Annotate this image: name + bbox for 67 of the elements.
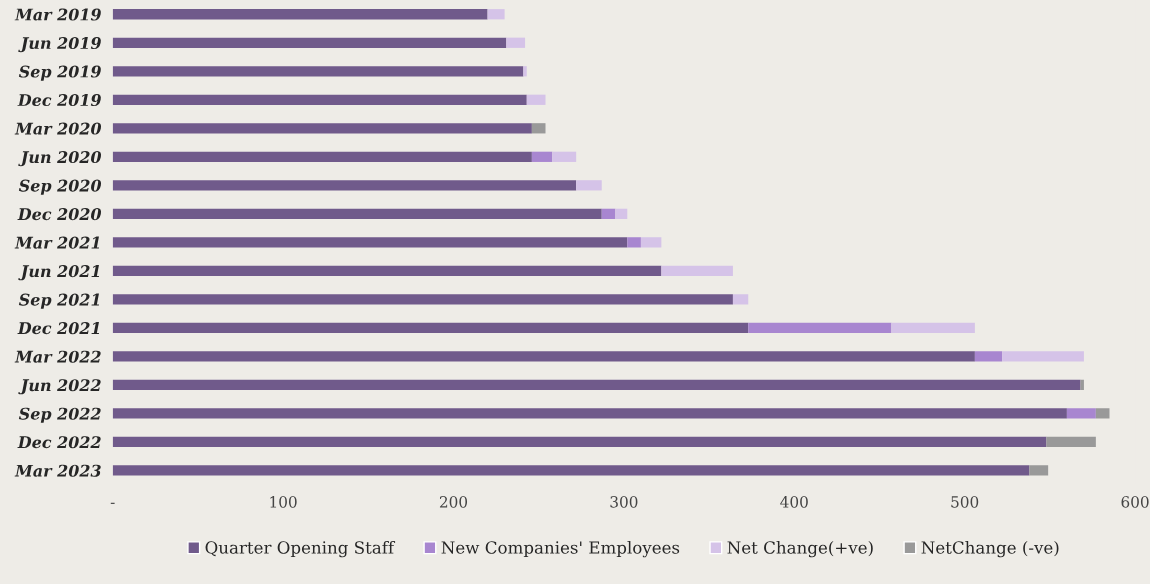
bar: [552, 151, 577, 162]
bar: [891, 322, 975, 334]
y-tick-label: Mar 2023: [14, 464, 101, 477]
bar: [506, 37, 526, 48]
y-tick-label: Mar 2020: [14, 122, 102, 135]
bar: [112, 151, 532, 162]
bar: [112, 351, 975, 362]
bar: [1066, 408, 1096, 419]
bar: [487, 9, 505, 20]
y-tick-label: Jun 2019: [18, 36, 101, 53]
bar: [112, 180, 577, 191]
bar: [640, 237, 662, 248]
y-tick-label: Jun 2021: [18, 265, 100, 281]
bar: [1095, 408, 1110, 419]
x-tick-label: 400: [780, 496, 808, 508]
bar: [732, 294, 749, 305]
legend-label: NetChange (-ve): [921, 540, 1059, 558]
bar: [112, 379, 1081, 391]
x-tick-label: -: [110, 502, 115, 504]
bar: [112, 322, 749, 334]
bar: [601, 208, 616, 219]
y-tick-label: Jun 2020: [18, 151, 102, 167]
bar: [112, 9, 488, 20]
y-tick-label: Dec 2020: [17, 208, 102, 221]
bar: [576, 180, 602, 191]
bar: [112, 123, 532, 134]
bar: [526, 94, 546, 105]
bar: [531, 123, 546, 134]
x-tick-label: 600: [1121, 496, 1149, 508]
bar: [112, 66, 524, 77]
y-tick-label: Dec 2021: [17, 322, 100, 335]
bar: [523, 66, 527, 77]
y-tick-label: Jun 2022: [18, 379, 101, 395]
x-tick-label: 500: [951, 496, 979, 508]
bar: [615, 208, 628, 219]
bar: [112, 37, 507, 48]
bar: [661, 265, 733, 277]
bar: [1046, 436, 1096, 448]
legend-label: Quarter Opening Staff: [205, 540, 396, 558]
legend-label: Net Change(+ve): [727, 540, 873, 558]
y-tick-label: Mar 2022: [14, 350, 101, 363]
y-tick-label: Sep 2020: [18, 179, 102, 195]
bar: [627, 237, 641, 248]
y-tick-label: Sep 2019: [18, 65, 101, 81]
y-tick-label: Mar 2019: [14, 8, 101, 21]
bar: [112, 408, 1067, 419]
bar: [1002, 351, 1084, 362]
bar: [531, 151, 553, 162]
bar: [112, 208, 602, 219]
bar: [112, 94, 527, 105]
bar: [112, 237, 628, 248]
x-tick-label: 300: [610, 496, 638, 508]
x-tick-label: 100: [270, 496, 297, 508]
bar: [112, 265, 662, 277]
y-tick-label: Sep 2021: [18, 293, 100, 309]
legend-label: New Companies' Employees: [441, 540, 680, 558]
bar: [748, 322, 892, 334]
y-tick-label: Dec 2022: [17, 436, 101, 449]
bar: [1029, 465, 1049, 476]
bar: [974, 351, 1003, 362]
y-tick-label: Sep 2022: [18, 407, 101, 423]
y-tick-label: Dec 2019: [17, 94, 101, 107]
y-tick-label: Mar 2021: [14, 236, 100, 249]
bar: [112, 436, 1047, 448]
bar: [112, 465, 1030, 476]
bar: [112, 294, 733, 305]
x-tick-label: 200: [439, 496, 468, 508]
